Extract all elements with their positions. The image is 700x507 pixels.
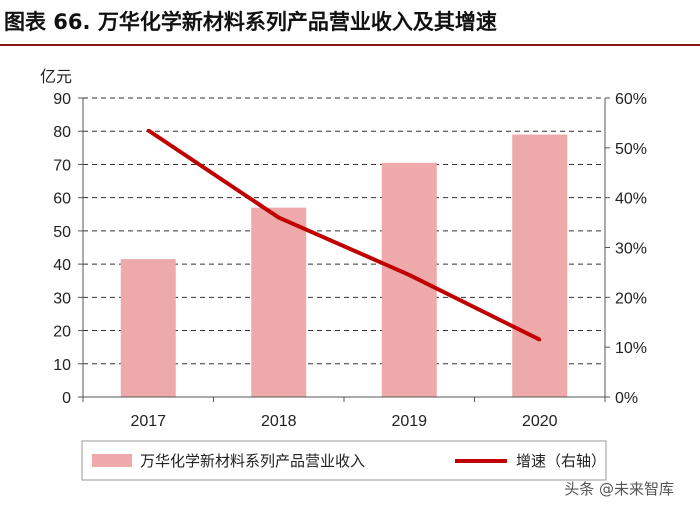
y-left-tick-label: 90 xyxy=(53,91,71,108)
y-left-tick-label: 40 xyxy=(53,257,71,274)
legend-box xyxy=(81,440,607,481)
growth-point-2018 xyxy=(277,216,281,220)
y-left-tick-label: 0 xyxy=(62,390,71,407)
y-right-tick-label: 30% xyxy=(615,241,647,258)
bar-series xyxy=(120,134,568,398)
x-tick-label-2018: 2018 xyxy=(261,413,297,430)
legend-bar-swatch xyxy=(92,454,132,467)
y-left-tick-label: 80 xyxy=(53,124,71,141)
y-right-tick-label: 0% xyxy=(615,390,638,407)
bar-2018 xyxy=(251,207,307,397)
bar-2020 xyxy=(512,134,568,398)
y-right-tick-label: 20% xyxy=(615,290,647,307)
legend: 万华化学新材料系列产品营业收入 增速（右轴） xyxy=(81,440,607,481)
y-right-tick-label: 60% xyxy=(615,91,647,108)
chart-title: 图表 66. 万华化学新材料系列产品营业收入及其增速 xyxy=(4,10,497,34)
growth-point-2019 xyxy=(407,273,411,277)
growth-point-2020 xyxy=(538,338,542,342)
watermark: 头条 @未来智库 xyxy=(564,480,674,498)
y-left-tick-label: 60 xyxy=(53,191,71,208)
x-tick-label-2019: 2019 xyxy=(391,413,427,430)
y-left-tick-label: 20 xyxy=(53,324,71,341)
y-left-unit-label: 亿元 xyxy=(40,67,72,86)
growth-line xyxy=(147,128,541,342)
bar-2019 xyxy=(381,162,437,397)
line-series xyxy=(146,128,542,342)
y-right-tick-label: 40% xyxy=(615,191,647,208)
axes: 0 10 20 30 40 50 60 70 80 90 0% 10% 20% 30% 40% 50% 60% 亿… xyxy=(40,67,647,430)
legend-bar-label: 万华化学新材料系列产品营业收入 xyxy=(140,452,365,470)
growth-point-2017 xyxy=(146,128,150,132)
x-tick-label-2020: 2020 xyxy=(522,413,558,430)
y-right-tick-label: 50% xyxy=(615,141,647,158)
y-left-tick-label: 70 xyxy=(53,157,71,174)
y-right-tick-label: 10% xyxy=(615,340,647,357)
x-tick-label-2017: 2017 xyxy=(130,413,166,430)
y-left-tick-label: 30 xyxy=(53,290,71,307)
title-bar: 图表 66. 万华化学新材料系列产品营业收入及其增速 xyxy=(0,0,700,46)
y-left-tick-label: 50 xyxy=(53,224,71,241)
y-left-tick-label: 10 xyxy=(53,357,71,374)
bar-2017 xyxy=(120,259,176,397)
legend-line-label: 增速（右轴） xyxy=(516,452,606,470)
